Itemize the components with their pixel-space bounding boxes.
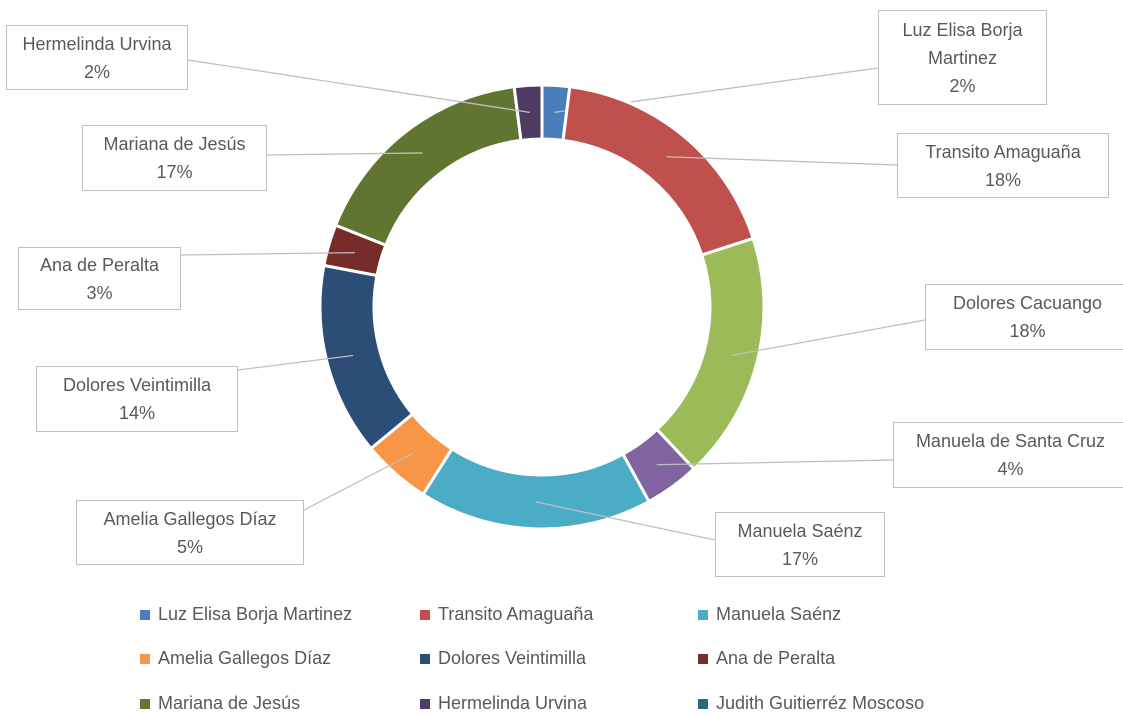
legend-label: Ana de Peralta	[716, 648, 836, 668]
slice	[318, 263, 415, 451]
data-label-name: Amelia Gallegos Díaz	[103, 508, 277, 529]
legend-swatch	[420, 698, 430, 709]
leader-line	[666, 156, 898, 166]
leader-line	[535, 501, 716, 541]
legend-item: Mariana de Jesús	[140, 693, 300, 714]
legend-label: Hermelinda Urvina	[438, 693, 588, 713]
data-label: Ana de Peralta 3%	[18, 247, 181, 310]
slice	[333, 85, 523, 248]
legend-swatch	[698, 698, 708, 709]
data-label-name: Manuela de Santa Cruz	[915, 431, 1106, 451]
leader-line	[237, 354, 354, 371]
legend-label: Mariana de Jesús	[158, 693, 301, 713]
data-label: Dolores Veintimilla 14%	[36, 366, 238, 432]
data-label-name: Transito Amaguaña	[925, 141, 1081, 162]
data-label: Hermelinda Urvina 2%	[6, 25, 188, 90]
data-label-value: 3%	[86, 282, 113, 303]
data-label-value: 17%	[156, 162, 193, 182]
legend-item: Ana de Peralta	[698, 648, 835, 669]
data-label: Dolores Cacuango 18%	[925, 284, 1123, 350]
data-label: Mariana de Jesús 17%	[82, 125, 267, 191]
data-label: Amelia Gallegos Díaz 5%	[76, 500, 304, 565]
data-label-name: Dolores Cacuango	[952, 293, 1103, 313]
slice	[561, 85, 756, 257]
legend-item: Manuela Saénz	[698, 604, 841, 625]
legend-label: Judith Guitierréz Moscoso	[716, 693, 925, 713]
data-label-value: 2%	[83, 61, 110, 82]
leader-line	[730, 319, 926, 357]
data-label-name: Luz Elisa Borja Martinez	[902, 19, 1023, 68]
legend-label: Manuela Saénz	[716, 604, 842, 624]
data-label-name: Hermelinda Urvina	[22, 33, 172, 54]
data-label-name: Manuela Saénz	[737, 520, 863, 541]
legend-swatch	[140, 609, 150, 620]
data-label: Transito Amaguaña 18%	[897, 133, 1109, 198]
data-label-value: 5%	[176, 536, 203, 557]
legend-item: Judith Guitierréz Moscoso	[698, 693, 924, 714]
legend-label: Amelia Gallegos Díaz	[158, 648, 332, 668]
data-label-name: Dolores Veintimilla	[62, 375, 212, 395]
legend-item: Luz Elisa Borja Martinez	[140, 604, 352, 625]
data-label: Manuela de Santa Cruz 4%	[893, 422, 1123, 488]
legend-swatch	[420, 609, 430, 620]
legend-swatch	[140, 653, 150, 664]
legend-swatch	[698, 609, 708, 620]
legend-label: Dolores Veintimilla	[438, 648, 587, 668]
data-label-value: 17%	[781, 548, 819, 569]
leader-line	[303, 452, 414, 511]
legend-item: Dolores Veintimilla	[420, 648, 586, 669]
data-label-value: 18%	[1009, 321, 1046, 341]
data-label: Luz Elisa Borja Martinez 2%	[878, 10, 1047, 105]
leader-line	[656, 459, 894, 466]
data-label-value: 4%	[997, 459, 1024, 479]
data-label-value: 2%	[949, 75, 976, 96]
data-label-name: Ana de Peralta	[39, 254, 160, 275]
legend-item: Amelia Gallegos Díaz	[140, 648, 331, 669]
leader-line	[180, 251, 355, 256]
data-label-name: Mariana de Jesús	[103, 134, 246, 154]
legend-item: Hermelinda Urvina	[420, 693, 587, 714]
legend-label: Luz Elisa Borja Martinez	[158, 604, 353, 624]
leader-line	[266, 152, 423, 156]
legend-item: Transito Amaguaña	[420, 604, 593, 625]
legend-swatch	[698, 653, 708, 664]
data-label-value: 14%	[118, 403, 156, 423]
data-label: Manuela Saénz 17%	[715, 512, 885, 577]
slice	[654, 236, 766, 471]
leader-line	[187, 59, 530, 114]
data-label-value: 18%	[984, 169, 1022, 190]
legend-swatch	[420, 653, 430, 664]
legend-swatch	[140, 698, 150, 709]
legend-label: Transito Amaguaña	[438, 604, 594, 624]
slice	[420, 446, 651, 531]
